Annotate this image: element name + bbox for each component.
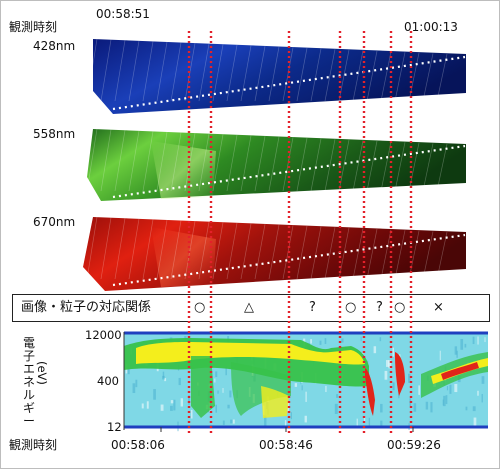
symbol-1: ○	[194, 300, 206, 315]
symbol-7: ×	[433, 300, 444, 315]
symbol-3: ?	[309, 300, 316, 315]
bottom-tick-3: 00:59:26	[387, 438, 441, 452]
correspondence-label: 画像・粒子の対応関係	[21, 300, 152, 315]
top-start-time: 00:58:51	[96, 7, 150, 21]
bottom-tick-2: 00:58:46	[259, 438, 313, 452]
aurora-image-strips	[83, 38, 466, 291]
ytick-400: 400	[97, 374, 119, 388]
spectrogram-ylabel: 電子エネルギー	[23, 336, 36, 428]
bottom-tick-1: 00:58:06	[111, 438, 165, 452]
symbol-4: ○	[345, 300, 357, 315]
top-end-time: 01:00:13	[404, 20, 458, 34]
ytick-12000: 12000	[85, 328, 122, 342]
symbol-6: ○	[394, 300, 406, 315]
electron-spectrogram	[123, 331, 488, 432]
ytick-12: 12	[107, 420, 122, 434]
image-428nm	[93, 39, 466, 114]
label-428nm: 428nm	[33, 39, 76, 53]
bottom-time-label: 観測時刻	[9, 438, 58, 452]
label-670nm: 670nm	[33, 215, 76, 229]
symbol-5: ?	[376, 300, 383, 315]
top-time-label: 観測時刻	[9, 20, 58, 34]
symbol-2: △	[244, 300, 254, 315]
label-558nm: 558nm	[33, 127, 76, 141]
